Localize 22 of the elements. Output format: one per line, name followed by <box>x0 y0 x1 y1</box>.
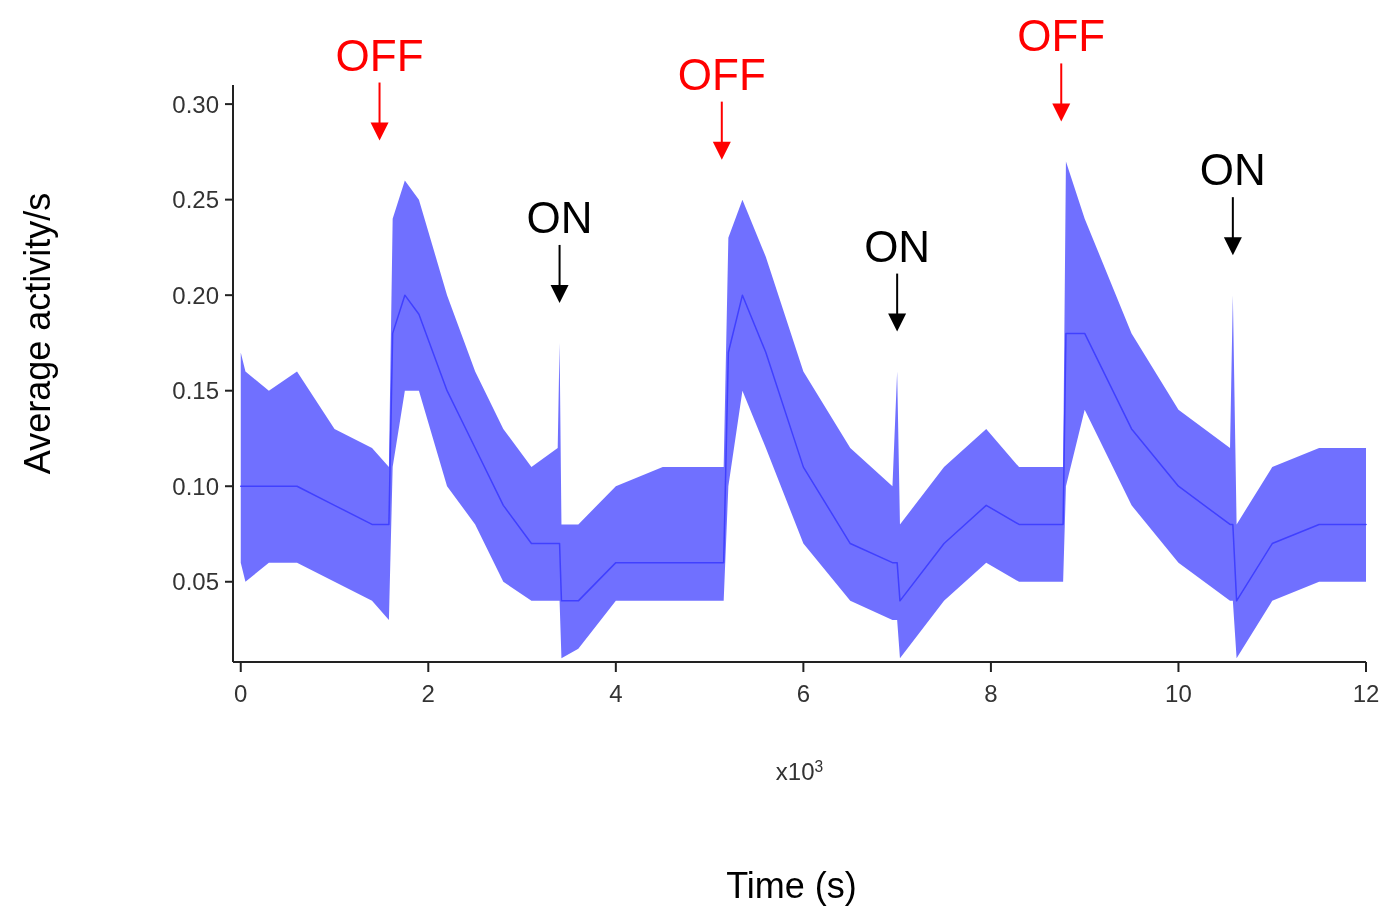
x-axis-title: Time (s) <box>726 865 857 906</box>
x-tick-label: 4 <box>609 680 623 707</box>
y-tick-label: 0.25 <box>172 186 219 214</box>
x-tick-label: 0 <box>234 680 248 707</box>
ref-line-label: ON <box>526 192 593 242</box>
ref-line-label: OFF <box>1017 11 1106 61</box>
ref-line-label: OFF <box>677 49 766 99</box>
text: x10$^{3}$ <box>775 757 824 785</box>
y-tick-label: 0.05 <box>172 568 219 596</box>
x-tick-label: 12 <box>1352 680 1380 707</box>
ref-line-label: OFF <box>335 30 424 80</box>
y-tick-label: 0.20 <box>172 281 219 309</box>
y-tick-label: 0.10 <box>172 472 219 500</box>
ref-line-label: ON <box>864 221 931 271</box>
ref-line-label: ON <box>1199 145 1266 195</box>
x-tick-label: 6 <box>796 680 811 707</box>
x-tick-label: 2 <box>421 680 435 707</box>
x-tick-label: 10 <box>1165 680 1192 707</box>
y-tick-label: 0.30 <box>172 90 219 118</box>
y-axis-title: Average activity/s <box>17 192 58 475</box>
y-tick-label: 0.15 <box>172 377 219 405</box>
x-tick-label: 8 <box>984 680 998 707</box>
